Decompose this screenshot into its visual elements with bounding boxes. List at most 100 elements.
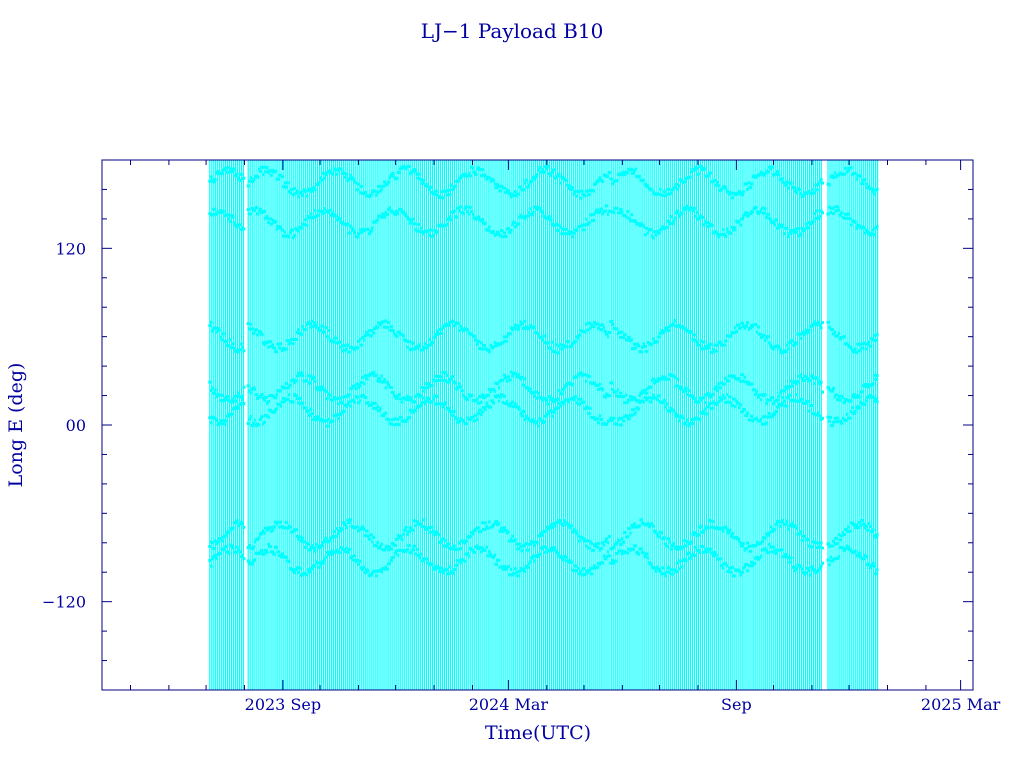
data-point [632, 396, 636, 400]
data-point [374, 544, 378, 548]
data-point [441, 196, 445, 200]
data-point [481, 546, 485, 550]
data-point [855, 351, 859, 355]
data-point [381, 212, 385, 216]
data-point [699, 164, 703, 168]
data-point [428, 233, 431, 237]
data-point [793, 524, 797, 528]
data-point [833, 171, 837, 175]
data-point [853, 220, 857, 224]
data-point [508, 192, 512, 196]
data-point [232, 346, 236, 350]
data-point [234, 399, 238, 403]
data-point [317, 386, 321, 389]
data-point [634, 397, 638, 401]
data-point [309, 212, 313, 216]
data-point [811, 220, 815, 223]
data-point [634, 167, 638, 171]
data-point [380, 374, 384, 378]
data-point [549, 523, 553, 527]
data-point [592, 544, 596, 548]
data-point [389, 558, 393, 562]
data-point [513, 402, 517, 406]
data-point [381, 184, 385, 188]
data-point [294, 191, 298, 195]
data-point [414, 524, 418, 528]
data-point [582, 192, 585, 196]
data-point [847, 212, 850, 216]
data-point [623, 531, 627, 534]
data-point [466, 398, 470, 401]
data-point [683, 180, 687, 184]
data-point [219, 419, 223, 423]
data-point [246, 559, 250, 563]
data-point [298, 535, 302, 539]
data-point [565, 232, 569, 236]
data-point [242, 227, 246, 231]
x-tick-label: 2024 Mar [469, 695, 549, 714]
data-point [595, 545, 599, 549]
data-point [569, 524, 573, 528]
data-point [643, 388, 647, 392]
data-point [778, 391, 782, 395]
data-point [452, 324, 456, 328]
data-point [301, 536, 305, 540]
data-point [482, 343, 486, 347]
data-point [718, 340, 722, 344]
data-point [807, 221, 811, 224]
data-point [759, 208, 763, 212]
data-point [875, 333, 879, 337]
data-point [391, 172, 395, 176]
data-point [487, 388, 491, 392]
data-point [667, 187, 670, 191]
data-point [468, 174, 472, 178]
data-point [511, 400, 515, 404]
data-point [381, 320, 385, 324]
data-point [425, 399, 429, 403]
data-point [403, 212, 407, 216]
data-point [626, 400, 630, 404]
data-point [502, 186, 506, 190]
data-point [380, 187, 384, 191]
data-point [481, 347, 485, 351]
data-point [358, 384, 362, 388]
data-point [639, 391, 643, 395]
data-point [466, 328, 470, 332]
data-point [643, 233, 647, 237]
data-point [305, 378, 309, 382]
data-point [645, 391, 649, 395]
data-point [351, 228, 355, 232]
data-point [433, 394, 437, 398]
data-point [767, 531, 771, 535]
data-point [419, 552, 423, 556]
data-point [209, 564, 213, 568]
data-point [253, 418, 257, 422]
data-point [430, 562, 434, 566]
data-point [619, 543, 623, 546]
x-tick-label: 2023 Sep [245, 695, 321, 714]
data-point [433, 379, 437, 383]
data-point [407, 398, 411, 402]
data-point [804, 571, 808, 575]
data-point [684, 559, 688, 563]
data-point [259, 395, 262, 399]
data-point [583, 373, 587, 377]
data-point [507, 190, 510, 193]
data-point [864, 555, 868, 559]
data-point [256, 212, 260, 216]
data-point [522, 567, 525, 571]
data-point [242, 557, 246, 561]
data-point [436, 394, 440, 398]
data-point [284, 347, 288, 351]
data-point [698, 343, 702, 347]
data-point [408, 395, 412, 399]
data-point [792, 230, 796, 234]
data-point [512, 220, 516, 224]
data-point [746, 541, 749, 545]
data-point [575, 194, 579, 198]
data-point [816, 569, 820, 573]
data-point [400, 400, 404, 404]
data-point [242, 176, 246, 180]
data-point [806, 226, 809, 230]
data-point [716, 389, 719, 393]
